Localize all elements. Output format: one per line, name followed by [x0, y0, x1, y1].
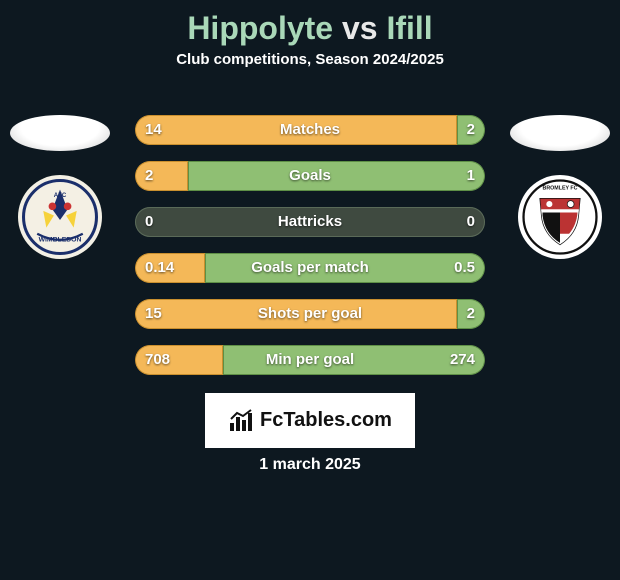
right-badge-column: BROMLEY FC [510, 115, 610, 259]
vs-separator: vs [342, 10, 378, 46]
left-bean-shadow [10, 115, 110, 151]
stat-rows: 142Matches 21Goals 00Hattricks 0.140.5Goals… [135, 115, 485, 391]
right-club-crest-icon: BROMLEY FC [518, 175, 602, 259]
stat-row: 21Goals [135, 161, 485, 191]
right-bean-shadow [510, 115, 610, 151]
left-club-crest-icon: WIMBLEDON AFC [18, 175, 102, 259]
left-badge-column: WIMBLEDON AFC [10, 115, 110, 259]
stat-label: Shots per goal [135, 299, 485, 329]
stat-row: 00Hattricks [135, 207, 485, 237]
svg-text:AFC: AFC [54, 192, 67, 199]
stat-row: 708274Min per goal [135, 345, 485, 375]
page-title: Hippolyte vs Ifill [0, 0, 620, 47]
player1-name: Hippolyte [187, 10, 333, 46]
footer-date: 1 march 2025 [0, 456, 620, 474]
player2-name: Ifill [386, 10, 432, 46]
subtitle: Club competitions, Season 2024/2025 [0, 51, 620, 68]
footer-logo-text: FcTables.com [260, 409, 392, 432]
stat-row: 0.140.5Goals per match [135, 253, 485, 283]
stat-label: Hattricks [135, 207, 485, 237]
stat-label: Goals [135, 161, 485, 191]
stat-label: Min per goal [135, 345, 485, 375]
svg-text:BROMLEY FC: BROMLEY FC [542, 186, 577, 192]
stat-row: 152Shots per goal [135, 299, 485, 329]
stat-label: Matches [135, 115, 485, 145]
fctables-icon [228, 409, 256, 433]
comparison-infographic: Hippolyte vs Ifill Club competitions, Se… [0, 0, 620, 580]
stat-row: 142Matches [135, 115, 485, 145]
svg-text:WIMBLEDON: WIMBLEDON [39, 236, 82, 243]
footer-logo: FcTables.com [205, 393, 415, 448]
stat-label: Goals per match [135, 253, 485, 283]
